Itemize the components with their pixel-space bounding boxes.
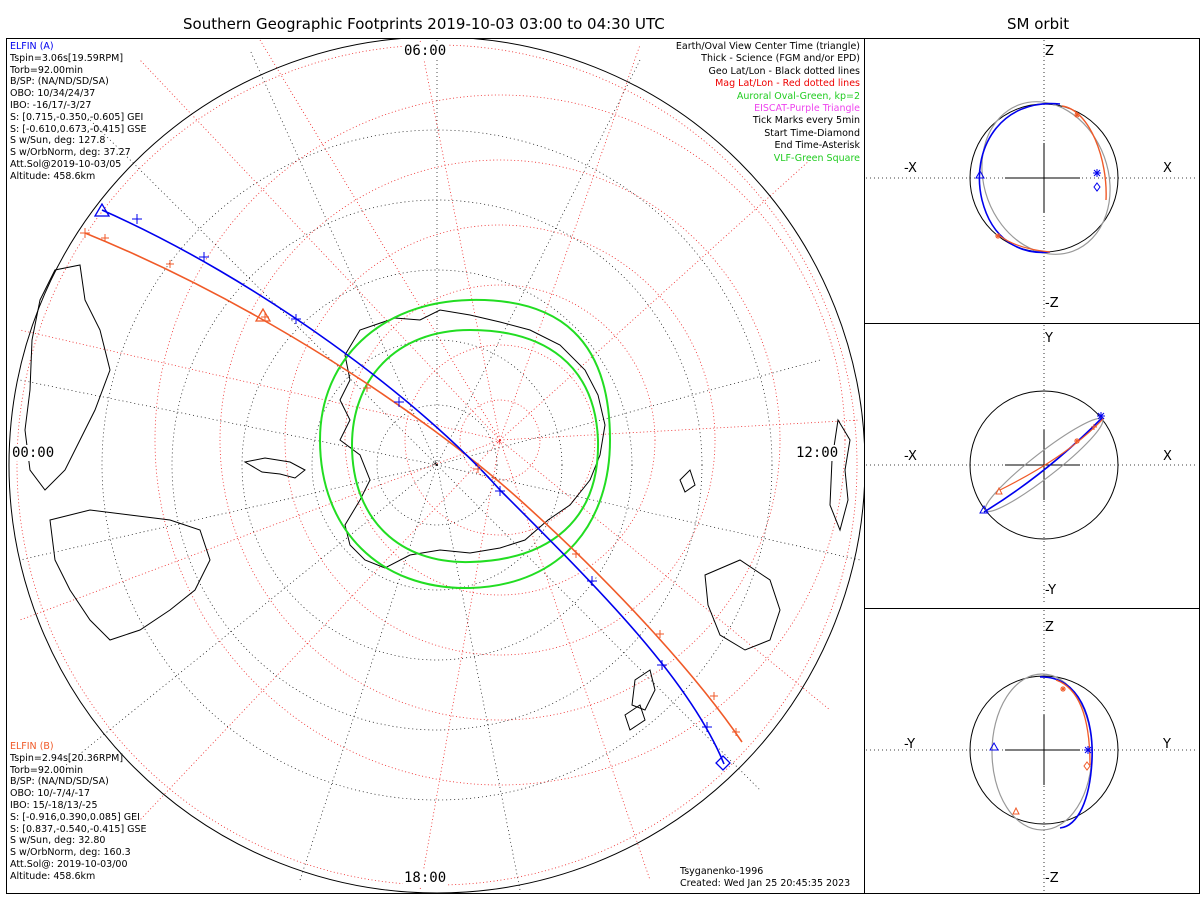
orbit-panel-yz bbox=[866, 610, 1198, 892]
elfin-b-line: OBO: 10/-7/4/-17 bbox=[10, 788, 91, 800]
legend-entry: Start Time-Diamond bbox=[764, 127, 860, 139]
elfin-b-view-triangle bbox=[254, 307, 272, 322]
elfin-a-line: S: [-0.610,0.673,-0.415] GSE bbox=[10, 123, 147, 135]
elfin-a-line: S w/Sun, deg: 127.8 bbox=[10, 135, 106, 147]
legend-entry: Thick - Science (FGM and/or EPD) bbox=[701, 53, 860, 65]
orbit-title: SM orbit bbox=[1007, 15, 1070, 33]
main-title: Southern Geographic Footprints 2019-10-0… bbox=[183, 15, 665, 33]
orbit-xz-right-label: X bbox=[1163, 161, 1172, 176]
svg-text:*: * bbox=[497, 439, 502, 449]
orbit-xy-left-label: -X bbox=[904, 449, 917, 464]
legend-entry: Earth/Oval View Center Time (triangle) bbox=[675, 41, 860, 52]
orbit-yz-down-label: -Z bbox=[1045, 871, 1059, 886]
elfin-a-info: ELFIN (A) Tspin=3.06s[19.59RPM] Torb=92.… bbox=[10, 41, 147, 183]
orbit-xy-right-label: X bbox=[1163, 449, 1172, 464]
earth-limb bbox=[8, 39, 864, 893]
elfin-b-info: ELFIN (B) Tspin=2.94s[20.36RPM] Torb=92.… bbox=[10, 741, 147, 883]
elfin-b-line: S w/Sun, deg: 32.80 bbox=[10, 835, 106, 847]
orbit-xz-left-label: -X bbox=[904, 161, 917, 176]
orbit-yz-right-label: Y bbox=[1163, 737, 1171, 752]
elfin-b-line: S: [0.837,-0.540,-0.415] GSE bbox=[10, 823, 147, 835]
legend-entry: EISCAT-Purple Triangle bbox=[754, 103, 860, 115]
svg-text:*: * bbox=[433, 461, 438, 471]
footer-created: Created: Wed Jan 25 20:45:35 2023 bbox=[680, 878, 851, 889]
orbit-xy-up-label: Y bbox=[1045, 331, 1053, 346]
elfin-a-line: Tspin=3.06s[19.59RPM] bbox=[10, 52, 124, 64]
map-legend: Earth/Oval View Center Time (triangle) T… bbox=[676, 41, 860, 165]
orbit-yz-up-label: Z bbox=[1045, 620, 1054, 635]
coastlines bbox=[24, 264, 851, 731]
elfin-b-name: ELFIN (B) bbox=[10, 741, 54, 752]
legend-entry: End Time-Asterisk bbox=[774, 140, 860, 152]
auroral-oval-inner bbox=[350, 328, 600, 564]
orbit-xz-down-label: -Z bbox=[1045, 296, 1059, 311]
mlt-label-left: 00:00 bbox=[11, 445, 56, 461]
elfin-a-ticks bbox=[132, 214, 712, 732]
auroral-oval-outer bbox=[318, 298, 612, 590]
elfin-a-name: ELFIN (A) bbox=[10, 41, 54, 52]
elfin-a-line: Torb=92.00min bbox=[10, 64, 84, 76]
elfin-a-line: IBO: -16/17/-3/27 bbox=[10, 99, 92, 111]
orbit-panel-xz bbox=[866, 40, 1198, 320]
elfin-b-line: Tspin=2.94s[20.36RPM] bbox=[10, 752, 124, 764]
mlt-label-right: 12:00 bbox=[795, 445, 840, 461]
elfin-a-line: S w/OrbNorm, deg: 37.27 bbox=[10, 147, 131, 159]
elfin-b-line: Torb=92.00min bbox=[10, 764, 84, 776]
elfin-a-start-diamond bbox=[715, 755, 731, 771]
elfin-b-ticks bbox=[101, 234, 740, 736]
geo-grid bbox=[19, 40, 861, 891]
elfin-b-line: S: [-0.916,0.390,0.085] GEI bbox=[10, 811, 140, 823]
orbit-panel-xy bbox=[866, 325, 1198, 605]
elfin-b-line: Att.Sol@: 2019-10-03/00 bbox=[10, 858, 128, 870]
elfin-a-track bbox=[101, 209, 725, 765]
legend-entry: VLF-Green Square bbox=[773, 152, 860, 164]
elfin-a-line: B/SP: (NA/ND/SD/SA) bbox=[10, 76, 109, 88]
orbit-yz-left-label: -Y bbox=[904, 737, 916, 752]
elfin-a-line: Altitude: 458.6km bbox=[10, 170, 96, 182]
orbit-xz-up-label: Z bbox=[1045, 44, 1054, 59]
mag-grid bbox=[16, 39, 861, 891]
elfin-b-line: IBO: 15/-18/13/-25 bbox=[10, 799, 98, 811]
elfin-b-line: S w/OrbNorm, deg: 160.3 bbox=[10, 847, 131, 859]
elfin-a-line: OBO: 10/34/24/37 bbox=[10, 88, 96, 100]
legend-entry: Geo Lat/Lon - Black dotted lines bbox=[708, 65, 860, 77]
mlt-label-bottom: 18:00 bbox=[403, 870, 448, 886]
elfin-b-line: B/SP: (NA/ND/SD/SA) bbox=[10, 776, 109, 788]
elfin-b-track bbox=[84, 232, 743, 743]
elfin-a-line: Att.Sol@2019-10-03/05 bbox=[10, 158, 122, 170]
elfin-a-line: S: [0.715,-0.350,-0.605] GEI bbox=[10, 111, 144, 123]
legend-entry: Auroral Oval-Green, kp=2 bbox=[736, 90, 860, 102]
legend-entry: Mag Lat/Lon - Red dotted lines bbox=[715, 78, 860, 90]
mlt-label-top: 06:00 bbox=[403, 43, 448, 59]
footer-model: Tsyganenko-1996 bbox=[680, 866, 764, 877]
orbit-xy-down-label: -Y bbox=[1045, 583, 1057, 598]
legend-entry: Tick Marks every 5min bbox=[752, 115, 860, 127]
elfin-a-view-triangle bbox=[93, 202, 111, 217]
elfin-b-line: Altitude: 458.6km bbox=[10, 870, 96, 882]
